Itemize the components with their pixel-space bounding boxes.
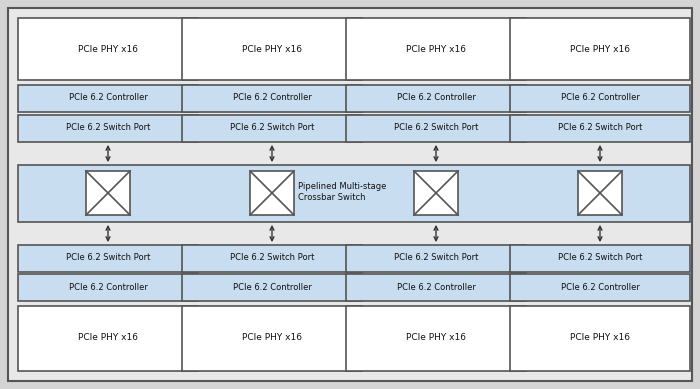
Bar [18, 165, 690, 222]
Text: PCIe 6.2 Switch Port: PCIe 6.2 Switch Port [66, 123, 150, 133]
Bar [182, 115, 362, 142]
Text: PCIe 6.2 Switch Port: PCIe 6.2 Switch Port [394, 123, 478, 133]
Bar [182, 245, 362, 272]
Text: PCIe 6.2 Controller: PCIe 6.2 Controller [69, 93, 148, 102]
Bar [346, 18, 526, 80]
Bar [578, 171, 622, 215]
Text: PCIe 6.2 Controller: PCIe 6.2 Controller [232, 93, 312, 102]
Bar [18, 245, 198, 272]
Bar [18, 306, 198, 371]
Text: PCIe 6.2 Controller: PCIe 6.2 Controller [69, 282, 148, 291]
Bar [346, 85, 526, 112]
Bar [346, 274, 526, 301]
Bar [510, 245, 690, 272]
Bar [510, 115, 690, 142]
Bar [18, 85, 198, 112]
Bar [510, 18, 690, 80]
Text: PCIe 6.2 Switch Port: PCIe 6.2 Switch Port [558, 254, 642, 263]
Bar [510, 274, 690, 301]
Text: PCIe PHY x16: PCIe PHY x16 [406, 44, 466, 54]
Text: PCIe 6.2 Controller: PCIe 6.2 Controller [232, 282, 312, 291]
Bar [86, 171, 130, 215]
Text: Pipelined Multi-stage
Crossbar Switch: Pipelined Multi-stage Crossbar Switch [298, 182, 386, 202]
Bar [346, 306, 526, 371]
Text: PCIe 6.2 Switch Port: PCIe 6.2 Switch Port [558, 123, 642, 133]
Text: PCIe 6.2 Controller: PCIe 6.2 Controller [561, 282, 639, 291]
Text: PCIe 6.2 Controller: PCIe 6.2 Controller [397, 282, 475, 291]
Text: PCIe 6.2 Switch Port: PCIe 6.2 Switch Port [230, 123, 314, 133]
Text: PCIe PHY x16: PCIe PHY x16 [78, 44, 138, 54]
Bar [250, 171, 294, 215]
Bar [18, 274, 198, 301]
Text: PCIe PHY x16: PCIe PHY x16 [78, 333, 138, 342]
Text: PCIe PHY x16: PCIe PHY x16 [242, 44, 302, 54]
Text: PCIe 6.2 Switch Port: PCIe 6.2 Switch Port [394, 254, 478, 263]
Text: PCIe PHY x16: PCIe PHY x16 [242, 333, 302, 342]
Text: PCIe 6.2 Controller: PCIe 6.2 Controller [397, 93, 475, 102]
Text: PCIe 6.2 Controller: PCIe 6.2 Controller [561, 93, 639, 102]
Bar [18, 18, 198, 80]
Text: PCIe PHY x16: PCIe PHY x16 [570, 333, 630, 342]
Bar [346, 245, 526, 272]
Bar [18, 115, 198, 142]
Text: PCIe PHY x16: PCIe PHY x16 [570, 44, 630, 54]
Bar [414, 171, 458, 215]
Text: PCIe PHY x16: PCIe PHY x16 [406, 333, 466, 342]
Text: PCIe 6.2 Switch Port: PCIe 6.2 Switch Port [66, 254, 150, 263]
Text: PCIe 6.2 Switch Port: PCIe 6.2 Switch Port [230, 254, 314, 263]
Bar [182, 18, 362, 80]
Bar [510, 306, 690, 371]
Bar [182, 274, 362, 301]
Bar [182, 85, 362, 112]
Bar [182, 306, 362, 371]
Bar [510, 85, 690, 112]
Bar [346, 115, 526, 142]
